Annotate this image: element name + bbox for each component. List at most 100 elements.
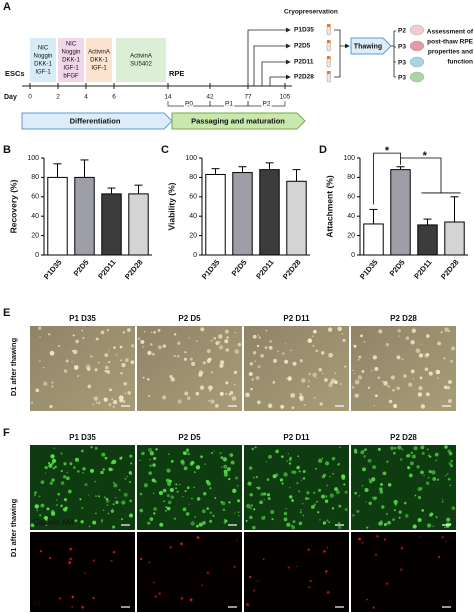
significance-bracket [373,152,401,205]
cell [251,378,255,381]
day-value: 2 [56,94,60,101]
cell [254,360,256,363]
cell [413,445,418,451]
cell [39,514,42,517]
cell [111,459,117,465]
cell [43,515,49,521]
cell [275,473,279,477]
cell [381,505,385,509]
cell [233,512,236,514]
cryo-label: Cryopreservation [284,9,338,16]
cell [307,497,310,500]
cell [219,363,224,368]
cell [224,519,228,523]
medium-text: IGF-1 [63,66,79,72]
cell [283,472,288,477]
cell [173,354,176,357]
cell [102,468,105,471]
cell [341,476,346,480]
cell [284,343,287,345]
cell [112,503,115,506]
cell [195,392,200,396]
cell [234,349,240,354]
cell [73,365,79,370]
cell [195,465,201,470]
medium-text: NIC [66,42,77,48]
cell [113,483,118,488]
cell [223,518,226,521]
cell [113,346,116,349]
cell [331,507,335,510]
cell [60,481,65,485]
day-value: 0 [28,94,32,101]
cell [69,547,72,551]
cell [237,499,241,503]
cell [352,369,354,371]
cell [370,370,373,372]
cell [401,358,404,361]
cell [257,365,261,369]
bar [128,193,149,256]
cell [331,456,336,461]
cell [339,446,341,448]
cell [356,509,360,513]
cell [273,358,278,363]
cell [38,495,41,498]
cell [400,547,404,550]
significance-bracket [400,157,461,194]
cell [260,492,264,496]
cell [441,498,444,501]
cell [121,362,126,368]
cell [426,523,432,528]
cell [435,516,438,519]
cell [334,488,337,491]
cell [385,513,388,515]
day-value: 4 [84,94,88,101]
cell [415,348,421,354]
cell [367,386,371,390]
cell [447,449,451,453]
cell [299,395,304,400]
cell [143,483,149,488]
cell [210,452,213,454]
cell [48,462,51,465]
cell [354,379,360,385]
cell [321,475,326,479]
cell [71,349,75,353]
cell [398,516,401,519]
cell [51,462,54,465]
medium-box [30,38,56,82]
cell [180,597,183,600]
cell [155,448,158,451]
cell [302,514,305,517]
cell [93,396,99,401]
cell [224,329,229,334]
cell [393,451,396,455]
cell [33,491,38,495]
significance-star: * [385,145,390,157]
cell [147,447,152,452]
passage-label: P0 [185,101,193,108]
cell [165,478,170,483]
cell [307,385,310,388]
cell [148,471,153,476]
cell [163,500,165,503]
cell [451,506,456,510]
cell [266,493,271,497]
cell [39,550,43,553]
cell [214,404,219,408]
cell [248,466,253,470]
y-tick-label: 40 [347,213,355,220]
cell [221,501,226,506]
calcein-image [244,445,349,530]
cell [201,509,206,514]
cell [125,358,129,363]
cell [296,465,301,470]
cell [407,466,411,470]
cell [46,507,50,511]
cell [301,378,306,383]
cell [337,326,342,332]
cell [219,391,224,396]
cell [67,489,72,494]
cell [51,385,54,388]
